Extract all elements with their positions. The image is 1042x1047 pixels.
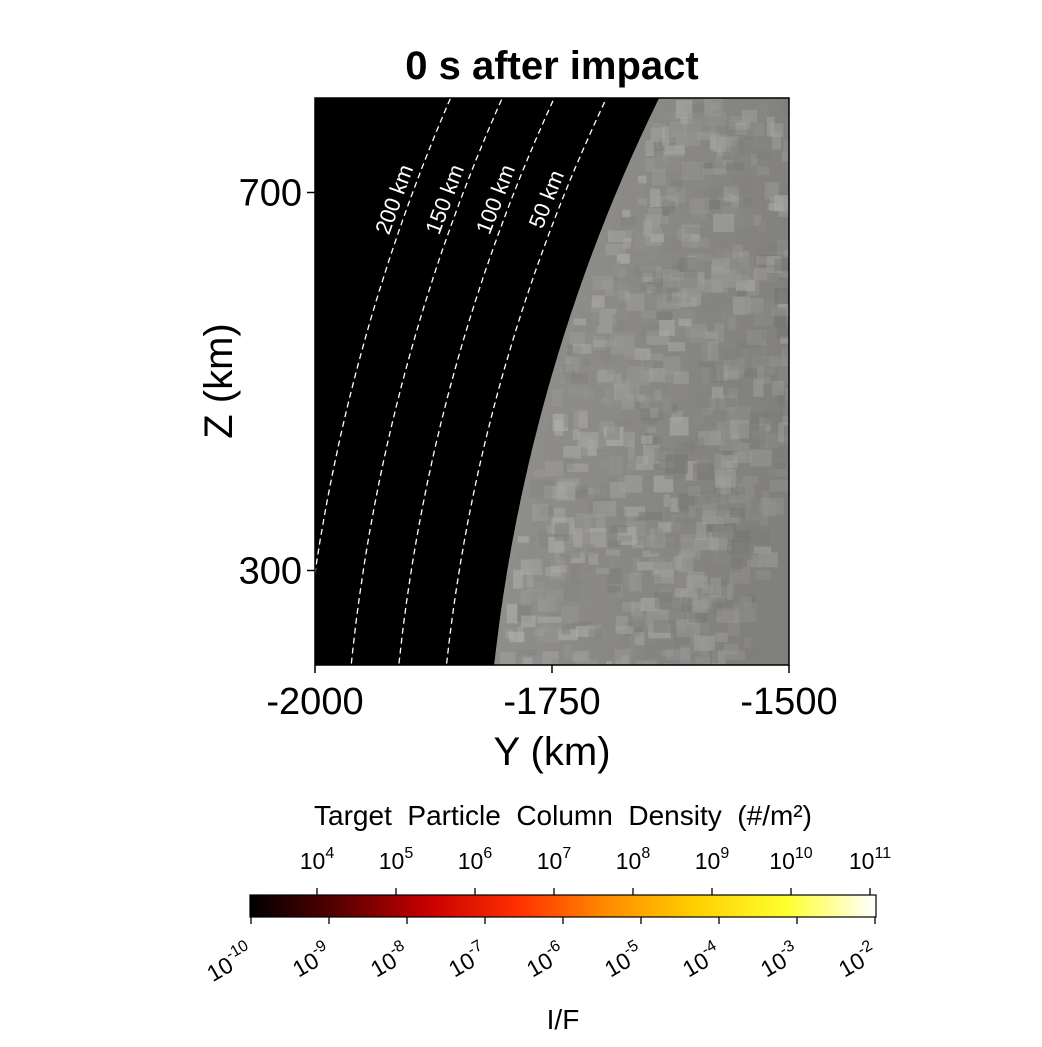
colorbar-top-tick-label: 107 <box>537 845 572 874</box>
altitude-contour <box>445 98 608 665</box>
altitude-contour <box>398 98 556 665</box>
surface-texture-patch <box>790 164 810 176</box>
y-axis-ticks: 300 700 <box>239 173 315 593</box>
surface-texture-patch <box>787 140 789 148</box>
x-tick-label: -1750 <box>503 681 600 723</box>
altitude-contours <box>315 98 608 665</box>
surface-texture-patch <box>793 330 813 347</box>
y-tick-label: 300 <box>239 551 302 593</box>
colorbar-top-tick-label: 105 <box>379 845 414 874</box>
colorbar-top-ticks: 104 105 106 107 108 109 1010 1011 <box>300 845 891 895</box>
colorbar-bottom-tick-label: 10-2 <box>833 937 882 982</box>
x-tick-label: -1500 <box>740 681 837 723</box>
surface-texture-patch <box>792 205 810 216</box>
colorbar-top-tick-label: 1010 <box>769 845 812 874</box>
colorbar-bottom-label: I/F <box>547 1004 580 1035</box>
colorbar-bottom-ticks: 10-10 10-9 10-8 10-7 10-6 10-5 10-4 10-3 10-2 <box>201 917 882 987</box>
surface-texture-patch <box>794 164 805 184</box>
surface-texture-patch <box>790 243 800 253</box>
colorbar-bottom-tick-label: 10-9 <box>287 937 336 982</box>
altitude-contour <box>350 98 504 665</box>
surface-shading <box>494 98 789 665</box>
altitude-contour <box>315 98 452 578</box>
surface-texture-patch <box>615 663 622 665</box>
y-tick-label: 700 <box>239 173 302 215</box>
colorbar-bottom-tick-label: 10-7 <box>443 937 492 982</box>
colorbar-top-tick-label: 108 <box>616 845 651 874</box>
chart-title: 0 s after impact <box>405 44 698 88</box>
surface-texture-patch <box>791 100 801 107</box>
colorbar-bottom-tick-label: 10-8 <box>365 937 414 982</box>
colorbar-bottom-tick-label: 10-10 <box>201 937 258 987</box>
colorbar-top-tick-label: 106 <box>458 845 493 874</box>
colorbar-top-tick-label: 104 <box>300 845 335 874</box>
colorbar-top-tick-label: 1011 <box>849 845 891 874</box>
surface-texture-patch <box>794 369 806 382</box>
x-axis-label: Y (km) <box>493 730 610 774</box>
colorbar-top-label: Target Particle Column Density (#/m²) <box>314 800 812 831</box>
colorbar-bottom-tick-label: 10-3 <box>755 937 804 982</box>
plot-area <box>315 98 813 665</box>
colorbar-bottom-tick-label: 10-6 <box>521 937 570 982</box>
x-tick-label: -2000 <box>266 681 363 723</box>
colorbar-top-tick-label: 109 <box>695 845 730 874</box>
x-axis-ticks: -2000 -1750 -1500 <box>266 665 838 723</box>
colorbar-bottom-tick-label: 10-4 <box>677 937 726 982</box>
colorbar <box>249 894 877 918</box>
surface-texture-patch <box>791 168 802 175</box>
colorbar-bottom-tick-label: 10-5 <box>599 937 648 982</box>
y-axis-label: Z (km) <box>197 323 241 439</box>
